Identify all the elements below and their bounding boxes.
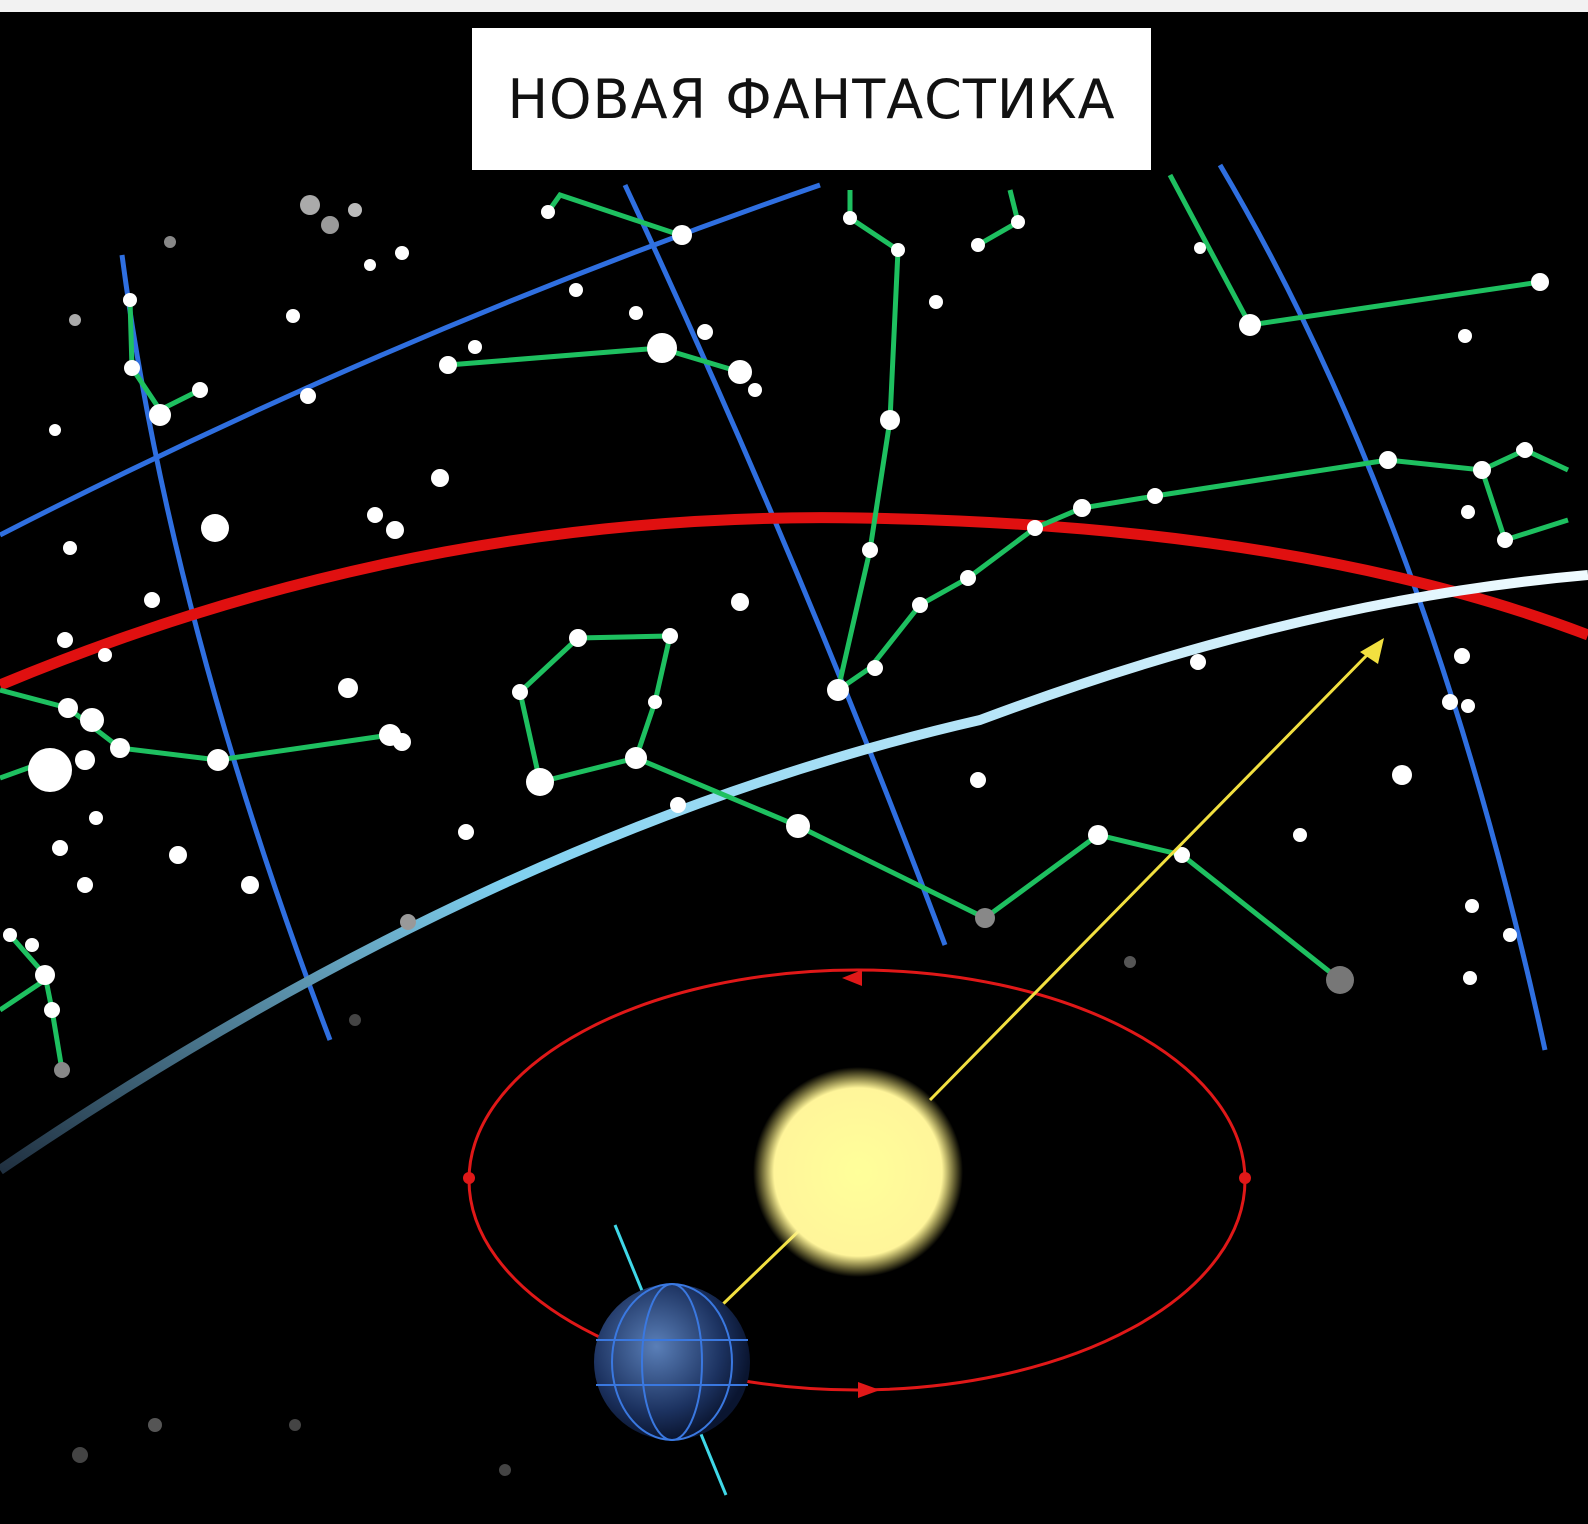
earth <box>594 1284 750 1440</box>
top-strip <box>0 0 1588 12</box>
background <box>0 0 1588 1524</box>
page-body: НОВАЯ ФАНТАСТИКА (() => { const data = J… <box>0 0 1588 1524</box>
sun <box>753 1067 963 1277</box>
title: НОВАЯ ФАНТАСТИКА <box>507 68 1115 131</box>
page: Star map {"header": {"title": "НОВАЯ ФАН… <box>0 0 1588 1524</box>
sky-map <box>0 0 1588 1524</box>
title-box: НОВАЯ ФАНТАСТИКА <box>472 28 1151 170</box>
